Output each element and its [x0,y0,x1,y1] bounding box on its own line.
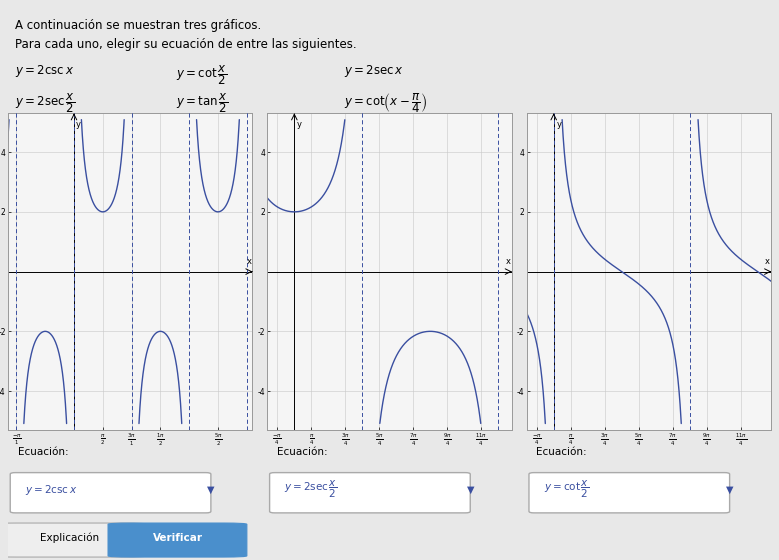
FancyBboxPatch shape [270,473,471,513]
Text: y: y [297,120,302,129]
FancyBboxPatch shape [529,473,730,513]
Text: y: y [76,120,81,129]
Text: $y=\cot\dfrac{x}{2}$: $y=\cot\dfrac{x}{2}$ [544,479,589,500]
Text: $y=2\sec\dfrac{x}{2}$: $y=2\sec\dfrac{x}{2}$ [16,91,76,115]
FancyBboxPatch shape [10,473,211,513]
Text: ▼: ▼ [467,484,474,494]
Text: ▼: ▼ [726,484,733,494]
Text: $y=2\csc x$: $y=2\csc x$ [16,63,75,79]
Text: $y=\cot\dfrac{x}{2}$: $y=\cot\dfrac{x}{2}$ [176,63,227,87]
FancyBboxPatch shape [0,523,146,557]
Text: Ecuación:: Ecuación: [18,447,69,457]
Text: Verificar: Verificar [153,533,203,543]
Text: $y=2\sec x$: $y=2\sec x$ [344,63,404,79]
Text: $y=2\csc x$: $y=2\csc x$ [25,483,77,497]
Text: Ecuación:: Ecuación: [277,447,327,457]
Text: Para cada uno, elegir su ecuación de entre las siguientes.: Para cada uno, elegir su ecuación de ent… [16,39,357,52]
Text: A continuación se muestran tres gráficos.: A continuación se muestran tres gráficos… [16,19,262,32]
Text: x: x [765,256,770,265]
Text: $y=2\sec\dfrac{x}{2}$: $y=2\sec\dfrac{x}{2}$ [284,479,338,500]
Text: Explicación: Explicación [40,533,99,543]
Text: $y=\cot\!\left(x-\dfrac{\pi}{4}\right)$: $y=\cot\!\left(x-\dfrac{\pi}{4}\right)$ [344,91,427,115]
Text: ▼: ▼ [207,484,215,494]
FancyBboxPatch shape [108,523,247,557]
Text: x: x [506,256,511,265]
Text: Ecuación:: Ecuación: [536,447,587,457]
Text: x: x [247,256,252,265]
Text: $y=\tan\dfrac{x}{2}$: $y=\tan\dfrac{x}{2}$ [176,91,228,115]
Text: y: y [556,120,562,129]
